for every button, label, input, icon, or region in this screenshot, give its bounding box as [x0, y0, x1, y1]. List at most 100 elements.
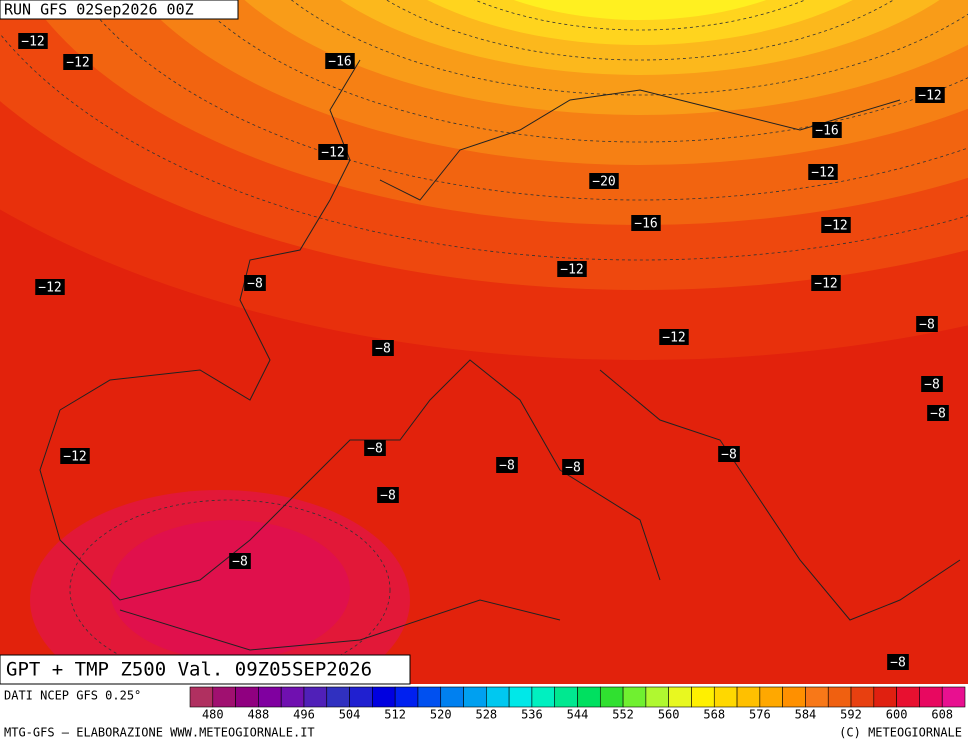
temp-label: −12	[821, 217, 851, 234]
map-title: GPT + TMP Z500 Val. 09Z05SEP2026	[6, 659, 372, 681]
temp-label-box	[318, 144, 348, 160]
temp-label-text: −20	[592, 175, 615, 190]
colorbar-swatch	[258, 686, 282, 708]
temp-label-box	[35, 279, 65, 295]
colorbar-swatch	[349, 686, 373, 708]
colorbar-swatch	[235, 686, 259, 708]
temp-label: −12	[18, 33, 48, 50]
title-box	[0, 654, 411, 685]
temp-label: −12	[63, 54, 93, 71]
colorbar-tick-label: 544	[567, 708, 589, 722]
colorbar-tick-label: 576	[749, 708, 771, 722]
temp-label: −12	[557, 261, 587, 278]
temp-label-box	[325, 53, 355, 69]
temp-label-text: −12	[918, 89, 941, 104]
temp-label-box	[244, 275, 266, 291]
temp-label: −8	[496, 457, 518, 474]
colorbar-swatch	[577, 686, 601, 708]
temp-label: −12	[811, 275, 841, 292]
colorbar-tick-label: 480	[202, 708, 224, 722]
temp-label-box	[496, 457, 518, 473]
temp-label: −12	[808, 164, 838, 181]
temp-label-text: −8	[499, 459, 515, 474]
colorbar-tick-label: 584	[795, 708, 817, 722]
temp-label: −8	[364, 440, 386, 457]
temp-label-box	[718, 446, 740, 462]
temp-label-text: −12	[321, 146, 344, 161]
colorbar-swatch	[941, 686, 966, 708]
temp-label-box	[927, 405, 949, 421]
temp-label: −12	[915, 87, 945, 104]
temp-label-box	[18, 33, 48, 49]
colorbar-swatch	[303, 686, 328, 708]
temp-label-box	[811, 275, 841, 291]
colorbar-swatch	[372, 686, 396, 708]
colorbar-swatch	[440, 686, 464, 708]
temp-label-text: −12	[824, 219, 847, 234]
colorbar-swatch	[599, 686, 624, 708]
colorbar-tick-label: 608	[931, 708, 953, 722]
colorbar-swatch	[486, 686, 510, 708]
temp-label-box	[377, 487, 399, 503]
temp-label-box	[557, 261, 587, 277]
colorbar-tick-label: 560	[658, 708, 680, 722]
colorbar-tick-label: 528	[475, 708, 497, 722]
temp-label: −16	[812, 122, 842, 139]
temp-label-box	[921, 376, 943, 392]
temp-label: −8	[921, 376, 943, 393]
temp-label-box	[887, 654, 909, 670]
temp-label: −8	[229, 553, 251, 570]
colorbar: 480 488 496 504 512 520 528 536 544 552 560 568 576 5…	[189, 686, 966, 722]
colorbar-swatch	[531, 686, 556, 708]
temp-label-box	[659, 329, 689, 345]
colorbar-tick-label: 496	[293, 708, 315, 722]
colorbar-tick-label: 600	[886, 708, 908, 722]
colorbar-tick-label: 512	[384, 708, 406, 722]
colorbar-swatch	[782, 686, 806, 708]
temp-label: −12	[60, 448, 90, 465]
temp-label-box	[60, 448, 90, 464]
temp-label-box	[808, 164, 838, 180]
temp-label-box	[229, 553, 251, 569]
colorbar-swatch	[850, 686, 875, 708]
temp-label: −8	[562, 459, 584, 476]
temp-label-text: −12	[662, 331, 685, 346]
temp-label: −8	[372, 340, 394, 357]
temp-label: −8	[718, 446, 740, 463]
temp-label: −12	[318, 144, 348, 161]
temp-label-box	[915, 87, 945, 103]
temp-label: −8	[887, 654, 909, 671]
colorbar-swatch	[668, 686, 692, 708]
colorbar-tick-label: 592	[840, 708, 862, 722]
temp-label-text: −8	[930, 407, 946, 422]
temp-label-box	[821, 217, 851, 233]
temp-label-text: −8	[924, 378, 940, 393]
colorbar-swatch	[212, 686, 236, 708]
colorbar-swatch	[622, 686, 647, 708]
colorbar-tick-label: 488	[248, 708, 270, 722]
temp-label-text: −8	[919, 318, 935, 333]
temp-label-text: −16	[328, 55, 351, 70]
temp-label: −8	[244, 275, 266, 292]
temp-label-text: −8	[890, 656, 906, 671]
temp-label-text: −8	[232, 555, 248, 570]
colorbar-swatch	[326, 686, 350, 708]
colorbar-swatch	[645, 686, 669, 708]
temp-label-text: −12	[66, 56, 89, 71]
colorbar-swatch	[508, 686, 533, 708]
temperature-labels: −12 −12 −16 −12 −16 −12 −20 −12 −16 −12 −12 −8 −12 −1…	[18, 33, 949, 671]
run-box	[0, 0, 239, 20]
temp-label-text: −8	[375, 342, 391, 357]
temp-label-box	[372, 340, 394, 356]
colorbar-swatch	[919, 686, 943, 708]
temp-label: −20	[589, 173, 619, 190]
temp-label-box	[916, 316, 938, 332]
temp-label-text: −16	[634, 217, 657, 232]
temp-label-text: −8	[367, 442, 383, 457]
temp-label-box	[589, 173, 619, 189]
colorbar-swatch	[463, 686, 487, 708]
colorbar-swatch	[827, 686, 852, 708]
temp-label-box	[562, 459, 584, 475]
colorbar-tick-label: 536	[521, 708, 543, 722]
